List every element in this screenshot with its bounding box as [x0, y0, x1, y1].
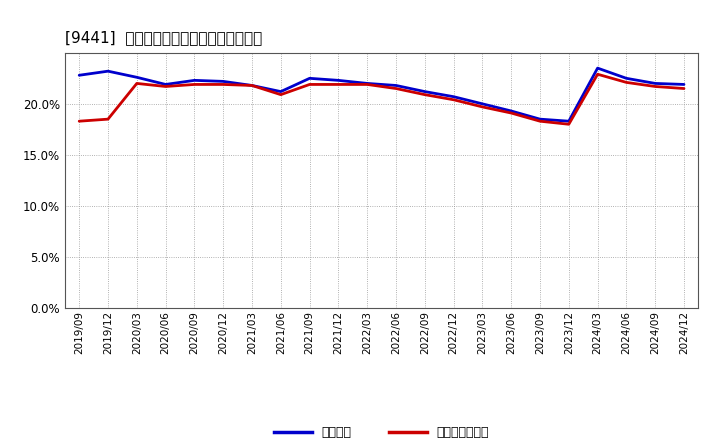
Legend: 固定比率, 固定長期適合率: 固定比率, 固定長期適合率 — [269, 422, 494, 440]
Text: [9441]  固定比率、固定長期適合率の推移: [9441] 固定比率、固定長期適合率の推移 — [65, 29, 262, 45]
